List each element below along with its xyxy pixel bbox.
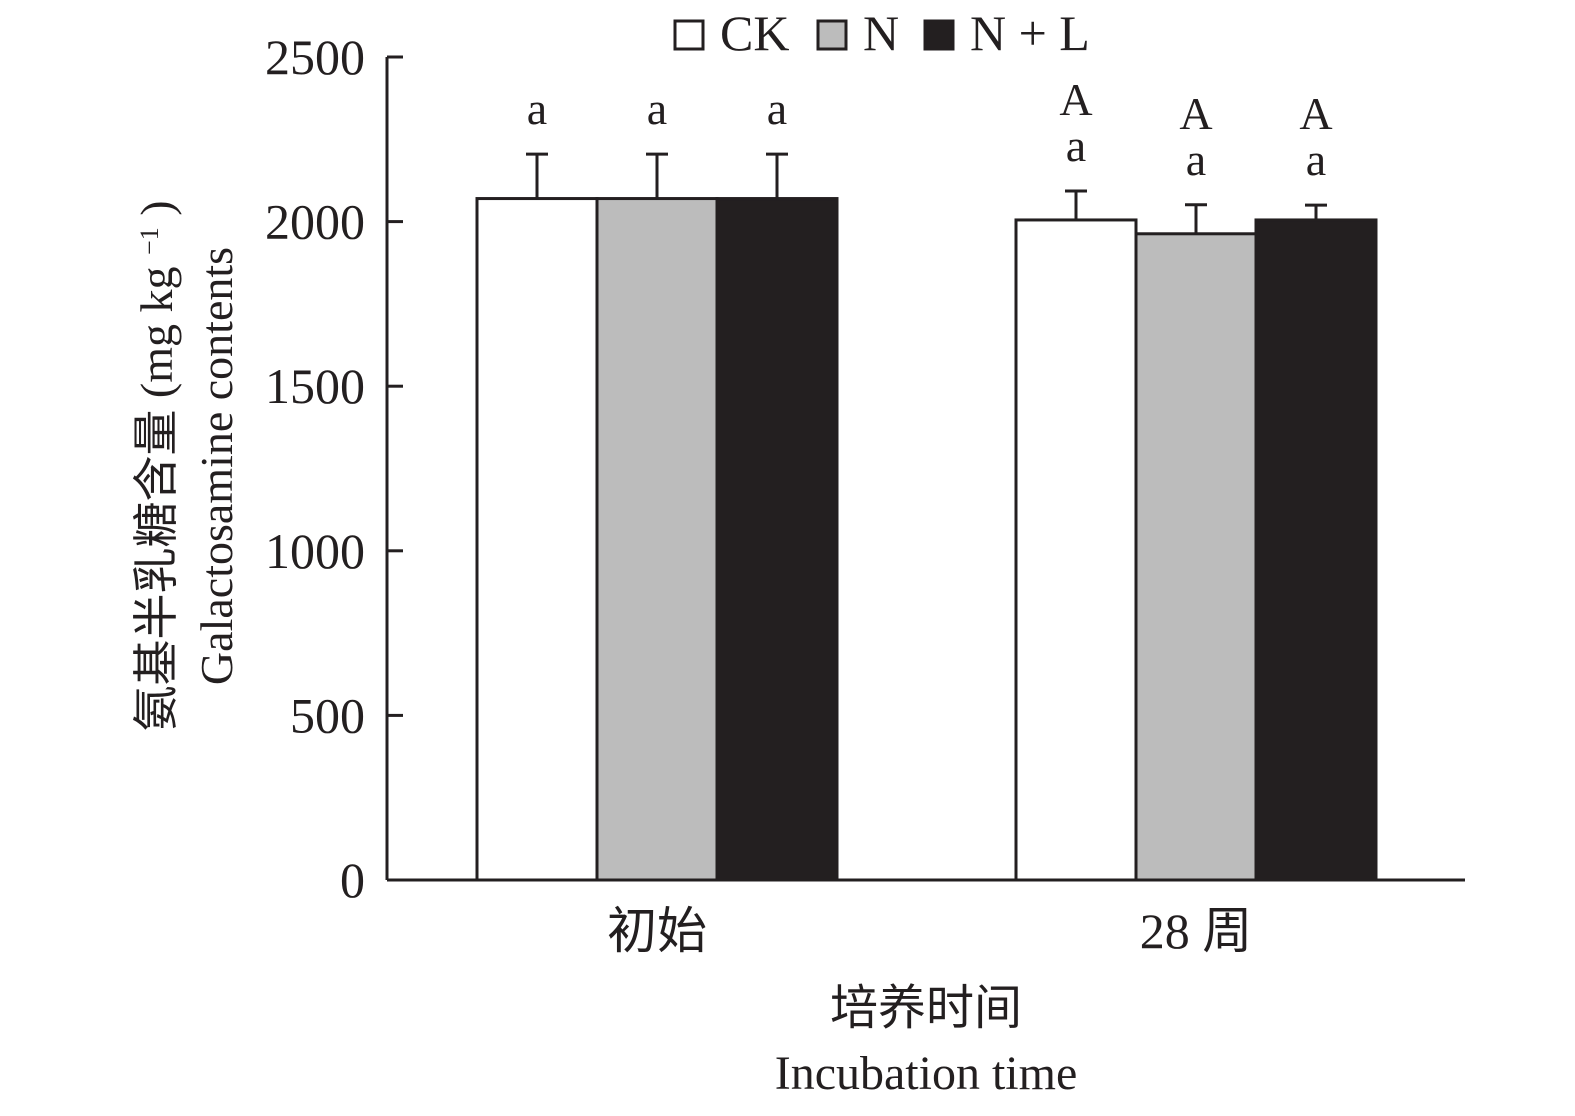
- y-axis-label: 氨基半乳糖含量 (mg kg −1 ): [131, 200, 182, 731]
- legend-label: N: [863, 5, 899, 61]
- legend-label: N + L: [970, 5, 1090, 61]
- significance-letter: a: [1066, 120, 1086, 171]
- x-tick-label: 28 周: [1140, 903, 1253, 959]
- bar: [1254, 218, 1378, 882]
- y-axis-label-en: Galactosamine contents: [191, 247, 242, 685]
- significance-letter: a: [647, 83, 667, 134]
- x-axis-label-zh: 培养时间: [830, 982, 1022, 1035]
- bar: [475, 197, 599, 882]
- y-tick-label: 500: [290, 687, 365, 743]
- bar: [715, 197, 839, 882]
- y-tick-label: 1000: [265, 523, 365, 579]
- significance-letter: a: [1186, 134, 1206, 185]
- y-axis-label-unit: (mg kg: [131, 266, 182, 398]
- significance-letter: A: [1179, 88, 1212, 139]
- bar: [1134, 232, 1258, 882]
- legend-label: CK: [720, 5, 789, 61]
- legend: CK N N + L: [673, 5, 1090, 61]
- bar: [1014, 218, 1138, 882]
- y-tick-label: 1500: [265, 358, 365, 414]
- y-tick-label: 2000: [265, 194, 365, 250]
- significance-letter: A: [1299, 88, 1332, 139]
- y-axis: 0 500 1000 1500 2000 2500: [265, 29, 403, 908]
- bar: [595, 197, 719, 882]
- legend-swatch: [816, 19, 848, 51]
- legend-swatch: [673, 19, 705, 51]
- y-tick-label: 2500: [265, 29, 365, 85]
- significance-letter: a: [1306, 134, 1326, 185]
- significance-letter: a: [767, 83, 787, 134]
- y-tick-label: 0: [340, 852, 365, 908]
- bars: [475, 152, 1378, 882]
- svg-text:氨基半乳糖含量 (mg kg −1: 氨基半乳糖含量 (mg kg −1 ): [131, 200, 182, 731]
- y-axis-label-zh: 氨基半乳糖含量: [131, 410, 182, 732]
- x-axis: 初始 28 周: [387, 878, 1465, 959]
- y-axis-label-unit-sup: −1: [135, 227, 164, 255]
- legend-swatch: [923, 19, 955, 51]
- x-axis-label-en: Incubation time: [775, 1047, 1078, 1100]
- significance-letter: A: [1059, 74, 1092, 125]
- significance-letter: a: [527, 83, 547, 134]
- y-axis-label-unit-close: ): [131, 200, 182, 215]
- x-tick-label: 初始: [607, 903, 707, 959]
